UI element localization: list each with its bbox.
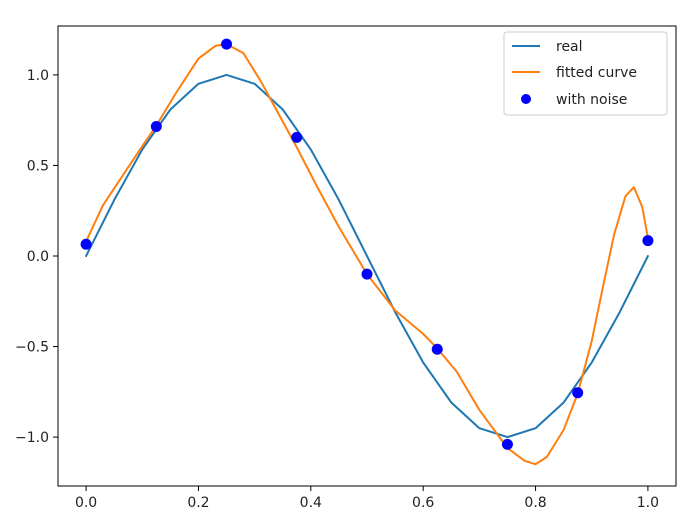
data-point-with-noise xyxy=(150,121,162,133)
x-tick-label: 0.6 xyxy=(412,495,434,511)
y-tick-label: −0.5 xyxy=(15,340,49,356)
data-point-with-noise xyxy=(431,343,443,355)
x-tick-label: 0.0 xyxy=(75,495,97,511)
y-axis: −1.0 −0.5 0.0 0.5 1.0 xyxy=(15,68,58,446)
series-line-real xyxy=(85,73,649,439)
legend-label-real: real xyxy=(556,39,583,55)
legend-frame xyxy=(503,31,668,116)
x-tick-label: 0.4 xyxy=(300,495,322,511)
data-point-with-noise xyxy=(361,268,373,280)
data-point-with-noise xyxy=(642,235,654,247)
data-point-with-noise xyxy=(572,387,584,399)
y-tick-label: 1.0 xyxy=(27,68,49,84)
y-tick-label: 0.0 xyxy=(27,249,49,265)
series-line-fitted-curve xyxy=(85,43,649,466)
legend: real fitted curve with noise xyxy=(503,31,668,116)
x-axis: 0.0 0.2 0.4 0.6 0.8 1.0 xyxy=(75,486,659,511)
plot-area xyxy=(80,38,654,466)
x-tick-label: 0.2 xyxy=(187,495,209,511)
x-tick-label: 0.8 xyxy=(524,495,546,511)
x-tick-label: 1.0 xyxy=(637,495,659,511)
data-point-with-noise xyxy=(221,38,233,50)
legend-label-with-noise: with noise xyxy=(556,92,627,108)
data-point-with-noise xyxy=(291,131,303,143)
data-point-with-noise xyxy=(80,238,92,250)
y-tick-label: −1.0 xyxy=(15,430,49,446)
data-point-with-noise xyxy=(501,438,513,450)
y-tick-label: 0.5 xyxy=(27,158,49,174)
legend-swatch-with-noise xyxy=(521,94,531,104)
legend-label-fitted-curve: fitted curve xyxy=(556,65,637,81)
